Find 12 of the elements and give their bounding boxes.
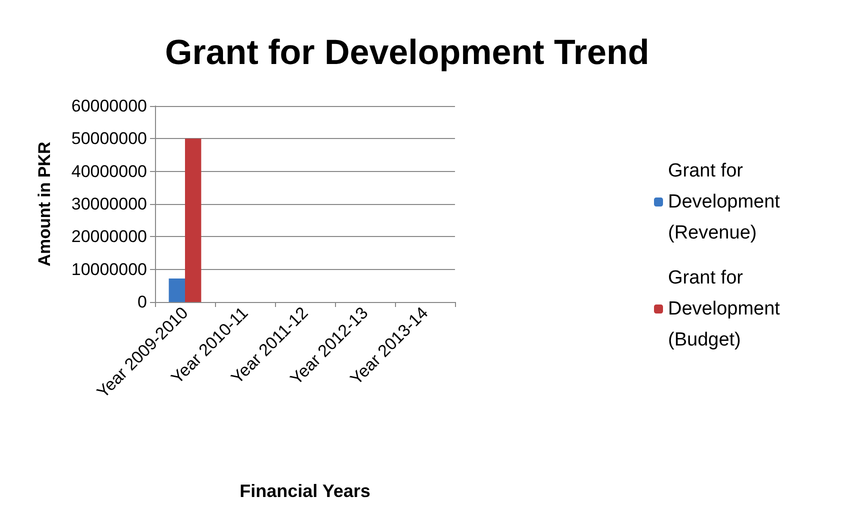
x-axis-title: Financial Years	[240, 481, 370, 501]
legend-label: Grant for Development (Revenue)	[668, 160, 786, 244]
y-tick-label: 30000000	[71, 194, 147, 214]
y-tick-label: 0	[138, 292, 147, 312]
chart-title: Grant for Development Trend	[165, 33, 650, 72]
y-tick-label: 50000000	[71, 129, 147, 148]
y-tick-label: 20000000	[71, 227, 147, 246]
y-tick-label: 60000000	[71, 96, 147, 116]
y-tick-label: 40000000	[71, 162, 147, 181]
y-tick-label: 10000000	[71, 260, 147, 279]
y-axis-title: Amount in PKR	[35, 142, 54, 266]
legend-label: Grant for Development (Budget)	[668, 268, 786, 350]
